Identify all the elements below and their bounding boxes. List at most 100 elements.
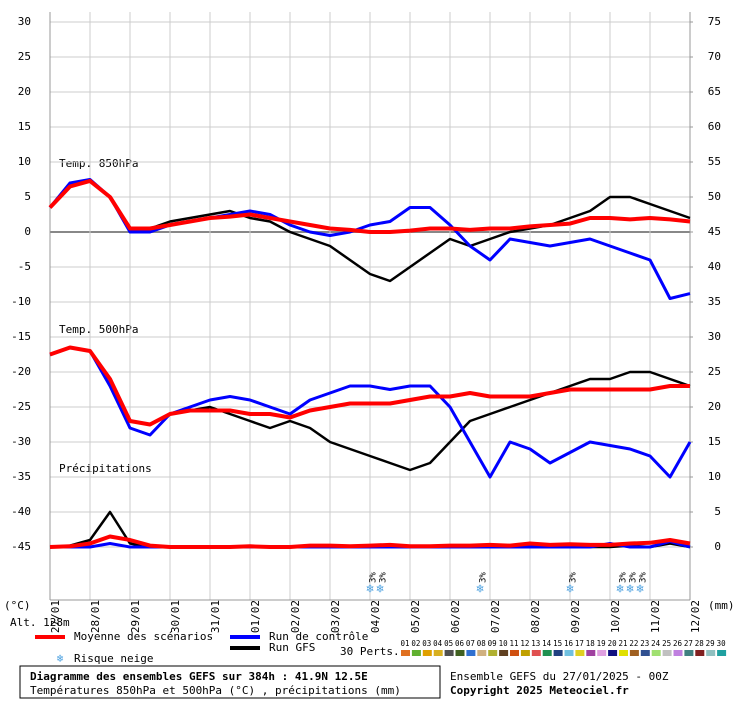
snow-risk-label: 3% <box>369 572 379 583</box>
y-tick-label: 30 <box>18 15 31 28</box>
y-tick-label: -35 <box>11 470 31 483</box>
perturbation-swatch <box>433 650 443 656</box>
series-line <box>49 345 690 427</box>
series-line <box>49 534 691 549</box>
copyright: Copyright 2025 Meteociel.fr <box>450 684 629 697</box>
perturbation-label: 10 <box>499 639 509 648</box>
footer-title: Diagramme des ensembles GEFS sur 384h : … <box>30 670 368 683</box>
perturbation-swatch <box>401 650 410 656</box>
y2-tick-label: 70 <box>708 50 721 63</box>
perturbations-label: 30 Perts. <box>340 645 400 658</box>
perturbation-label: 29 <box>706 639 715 648</box>
x-tick-label: 06/02 <box>449 600 462 633</box>
x-tick-label: 28/01 <box>89 600 102 633</box>
perturbation-swatch <box>499 650 509 656</box>
perturbation-label: 19 <box>597 639 606 648</box>
panel-label: Précipitations <box>59 462 152 475</box>
y2-tick-label: 5 <box>714 505 721 518</box>
perturbation-swatch <box>510 650 519 656</box>
y2-tick-label: 60 <box>708 120 721 133</box>
y2-tick-label: 65 <box>708 85 721 98</box>
y2-tick-label: 0 <box>714 540 721 553</box>
perturbation-swatch <box>597 650 607 656</box>
perturbation-label: 23 <box>640 639 649 648</box>
y-tick-label: 20 <box>18 85 31 98</box>
perturbation-swatch <box>542 650 552 656</box>
y-tick-label: -25 <box>11 400 31 413</box>
x-tick-label: 12/02 <box>689 600 702 633</box>
perturbation-label: 28 <box>695 639 705 648</box>
x-tick-label: 05/02 <box>409 600 422 633</box>
legend-label: Run de contrôle <box>269 630 368 643</box>
snow-legend: Risque neige <box>74 652 153 665</box>
y-unit: (°C) <box>4 599 31 612</box>
y-tick-label: 10 <box>18 155 31 168</box>
perturbation-label: 12 <box>520 639 529 648</box>
x-tick-label: 29/01 <box>129 600 142 633</box>
snow-risk-label: 3% <box>569 572 579 583</box>
perturbation-label: 16 <box>564 639 574 648</box>
series-line <box>48 178 691 234</box>
perturbation-label: 15 <box>553 639 562 648</box>
x-tick-label: 03/02 <box>329 600 342 633</box>
perturbation-swatch <box>695 650 705 656</box>
perturbation-swatch <box>706 650 716 656</box>
x-tick-label: 31/01 <box>209 600 222 633</box>
snow-risk-label: 3% <box>619 572 629 583</box>
perturbation-label: 30 <box>717 639 727 648</box>
snow-risk-label: 3% <box>379 572 389 583</box>
x-tick-label: 10/02 <box>609 600 622 633</box>
snow-risk-icon: ❄ <box>366 582 373 596</box>
perturbation-label: 13 <box>531 639 540 648</box>
y-tick-label: -40 <box>11 505 31 518</box>
perturbation-label: 08 <box>477 639 487 648</box>
perturbation-label: 18 <box>586 639 596 648</box>
perturbation-swatch <box>488 650 498 656</box>
perturbation-swatch <box>717 650 727 656</box>
perturbation-label: 22 <box>629 639 638 648</box>
y-tick-label: -5 <box>18 260 31 273</box>
y-tick-label: 0 <box>24 225 31 238</box>
panel-label: Temp. 500hPa <box>59 323 138 336</box>
perturbation-label: 14 <box>542 639 552 648</box>
y-tick-label: -15 <box>11 330 31 343</box>
snow-risk-icon: ❄ <box>616 582 623 596</box>
perturbation-label: 02 <box>411 639 420 648</box>
y2-tick-label: 20 <box>708 400 721 413</box>
perturbation-swatch <box>411 650 421 656</box>
perturbation-label: 07 <box>466 639 475 648</box>
series-line <box>49 346 692 479</box>
perturbation-swatch <box>619 650 628 656</box>
perturbation-swatch <box>422 650 432 656</box>
x-tick-label: 02/02 <box>289 600 302 633</box>
x-tick-label: 07/02 <box>489 600 502 633</box>
y2-tick-label: 55 <box>708 155 721 168</box>
perturbation-swatch <box>640 650 650 656</box>
perturbation-swatch <box>673 650 683 656</box>
snow-risk-label: 3% <box>479 572 489 583</box>
perturbation-label: 20 <box>608 639 618 648</box>
perturbation-swatch <box>684 650 694 656</box>
footer-box <box>19 665 441 699</box>
x-tick-label: 30/01 <box>169 600 182 633</box>
perturbation-label: 21 <box>618 639 627 648</box>
perturbation-label: 24 <box>651 639 661 648</box>
perturbation-label: 26 <box>673 639 683 648</box>
y2-tick-label: 40 <box>708 260 721 273</box>
perturbation-swatch <box>651 650 661 656</box>
snow-risk-icon: ❄ <box>376 582 383 596</box>
perturbation-swatch <box>608 650 618 656</box>
perturbation-label: 17 <box>575 639 584 648</box>
y2-tick-label: 15 <box>708 435 721 448</box>
perturbation-swatch <box>564 650 574 656</box>
y2-unit: (mm) <box>708 599 735 612</box>
snow-risk-label: 3% <box>639 572 649 583</box>
snow-risk-icon: ❄ <box>566 582 573 596</box>
perturbation-swatch <box>586 650 596 656</box>
y2-tick-label: 50 <box>708 190 721 203</box>
snow-risk-icon: ❄ <box>476 582 483 596</box>
y2-tick-label: 10 <box>708 470 721 483</box>
footer-subtitle: Températures 850hPa et 500hPa (°C) , pré… <box>30 684 401 697</box>
perturbation-swatch <box>466 650 476 656</box>
y2-tick-label: 45 <box>708 225 721 238</box>
